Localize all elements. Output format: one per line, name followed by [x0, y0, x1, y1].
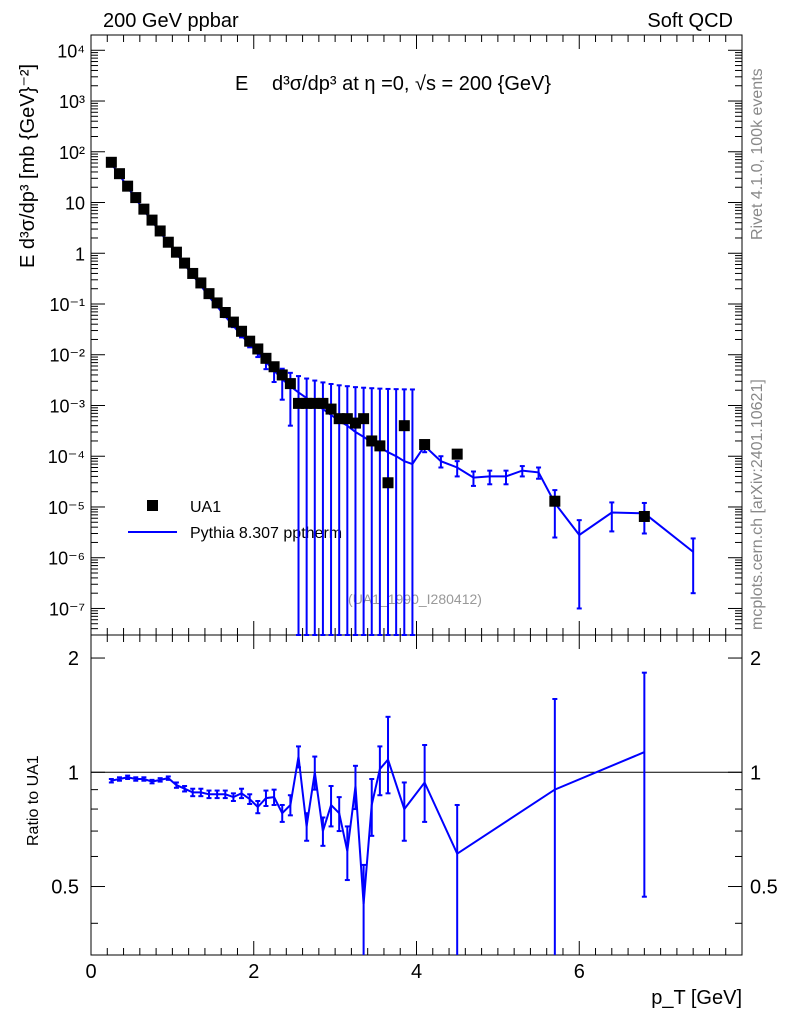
ratio-y-tick-label-right: 1 [750, 762, 761, 784]
ua1-data-point [105, 156, 117, 168]
mc-line [110, 162, 694, 553]
ua1-data-point [451, 448, 463, 460]
header-right-label: Soft QCD [647, 10, 733, 32]
main-panel-frame [90, 34, 743, 636]
ratio-y-tick-label: 1 [68, 762, 79, 784]
ua1-data-point [341, 413, 353, 425]
ua1-data-point [236, 325, 248, 337]
ua1-data-point [366, 435, 378, 447]
ua1-data-point [333, 413, 345, 425]
main-y-tick-label: 10⁻⁷ [49, 599, 85, 619]
ua1-data-point [138, 203, 150, 215]
main-y-axis-title: E d³σ/dp³ [mb {GeV}⁻²] [17, 64, 39, 268]
ratio-y-axis-title: Ratio to UA1 [25, 755, 42, 846]
x-tick-label: 4 [411, 961, 422, 983]
ua1-data-point [187, 267, 199, 279]
ratio-y-tick-label: 2 [68, 648, 79, 670]
main-y-tick-label: 10⁻⁵ [48, 498, 85, 518]
mcplots-side-label: mcplots.cern.ch [arXiv:2401.10621] [749, 379, 766, 630]
main-y-tick-label: 10³ [59, 92, 85, 112]
ua1-data-point [309, 397, 321, 409]
ua1-data-point [349, 417, 361, 429]
ratio-y-tick-label-right: 2 [750, 648, 761, 670]
x-tick-label: 6 [574, 961, 585, 983]
ratio-y-tick-label: 0.5 [51, 877, 79, 899]
ua1-data-point [170, 246, 182, 258]
ua1-data-point [374, 440, 386, 452]
legend-data-marker [147, 500, 158, 511]
rivet-side-label: Rivet 4.1.0, 100k events [749, 68, 766, 240]
ua1-data-point [195, 277, 207, 289]
main-y-tick-label: 10⁻⁶ [48, 549, 85, 569]
ua1-data-point [227, 316, 239, 328]
ua1-data-point [162, 236, 174, 248]
ua1-data-point [549, 495, 561, 507]
analysis-watermark: (UA1_1990_I280412) [348, 591, 482, 607]
ua1-data-point [638, 510, 650, 522]
main-title-e: E [235, 73, 248, 95]
x-axis-title: p_T [GeV] [651, 987, 742, 1009]
ua1-data-point [301, 397, 313, 409]
x-tick-label: 0 [85, 961, 96, 983]
main-title-expression: d³σ/dp³ at η =0, √s = 200 {GeV} [272, 73, 551, 95]
ua1-data-point [122, 180, 134, 192]
ua1-data-point [244, 335, 256, 347]
ua1-data-point [276, 369, 288, 381]
ua1-data-point [382, 477, 394, 489]
ratio-y-tick-label-right: 0.5 [750, 877, 778, 899]
main-y-tick-label: 10⁻⁴ [48, 447, 85, 467]
ratio-line [111, 751, 645, 904]
main-y-tick-label: 10⁻¹ [49, 295, 85, 315]
ua1-data-point [398, 420, 410, 432]
ua1-data-point [325, 403, 337, 415]
ua1-data-point [113, 168, 125, 180]
main-y-tick-label: 10² [59, 143, 85, 163]
main-y-tick-label: 1 [75, 244, 85, 264]
ua1-data-point [154, 225, 166, 237]
ua1-data-point [219, 306, 231, 318]
main-y-tick-label: 10⁻³ [49, 396, 85, 416]
ua1-data-point [211, 297, 223, 309]
ua1-data-point [203, 288, 215, 300]
ua1-data-point [419, 439, 431, 451]
ua1-data-point [317, 397, 329, 409]
x-tick-label: 2 [248, 961, 259, 983]
ua1-data-point [293, 397, 305, 409]
ua1-data-point [260, 352, 272, 364]
ua1-data-point [358, 413, 370, 425]
legend-mc-label: Pythia 8.307 pptherm [190, 525, 342, 542]
main-y-tick-label: 10 [65, 194, 85, 214]
legend-data-label: UA1 [190, 499, 221, 516]
ua1-data-point [252, 343, 264, 355]
main-y-tick-label: 10⁻² [49, 346, 85, 366]
ua1-data-point [146, 214, 158, 226]
main-y-tick-label: 10⁴ [57, 41, 85, 61]
ua1-data-point [130, 192, 142, 204]
ua1-data-point [179, 257, 191, 269]
ua1-data-point [268, 361, 280, 373]
header-left-label: 200 GeV ppbar [103, 10, 239, 32]
ua1-data-point [284, 378, 296, 390]
